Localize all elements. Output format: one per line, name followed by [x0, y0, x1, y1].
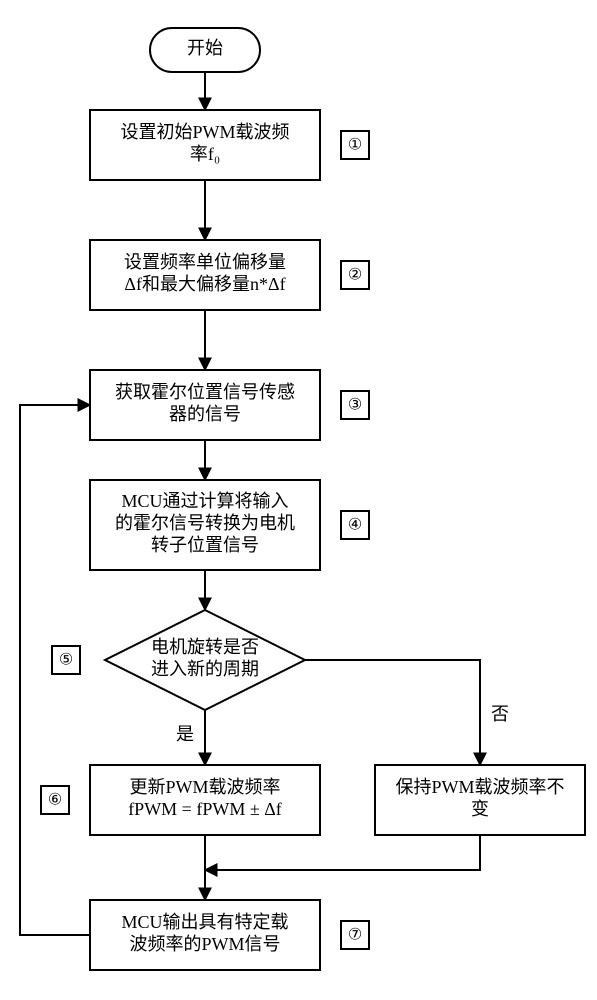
- step-marker-label: ⑦: [348, 927, 362, 944]
- edge-label: 否: [491, 704, 509, 724]
- node-n1: 设置初始PWM载波频率f₀: [90, 110, 320, 180]
- node-text-line: 电机旋转是否: [151, 637, 259, 657]
- node-text-line: fPWM = fPWM ± Δf: [128, 799, 282, 819]
- node-n6: 更新PWM载波频率fPWM = fPWM ± Δf: [90, 765, 320, 835]
- node-n7: MCU输出具有特定载波频率的PWM信号: [90, 900, 320, 970]
- node-text-line: 保持PWM载波频率不: [395, 777, 564, 797]
- node-n3: 获取霍尔位置信号传感器的信号: [90, 370, 320, 440]
- node-text-line: 器的信号: [169, 404, 241, 424]
- node-text-line: 波频率的PWM信号: [129, 934, 280, 954]
- node-text-line: 开始: [187, 38, 223, 58]
- node-text-line: 获取霍尔位置信号传感: [115, 382, 295, 402]
- step-marker-label: ⑥: [48, 792, 62, 809]
- node-text-line: 变: [471, 799, 489, 819]
- node-n2: 设置频率单位偏移量Δf和最大偏移量n*Δf: [90, 240, 320, 310]
- node-n5: 电机旋转是否进入新的周期: [105, 610, 305, 710]
- node-text-line: MCU输出具有特定载: [121, 912, 288, 932]
- node-text-line: 设置初始PWM载波频: [120, 122, 289, 142]
- flow-edge: [305, 660, 480, 765]
- node-text-line: 率f₀: [190, 144, 220, 164]
- node-text-line: MCU通过计算将输入: [121, 491, 288, 511]
- step-marker-label: ②: [348, 267, 362, 284]
- nodes-layer: 开始设置初始PWM载波频率f₀ 设置频率单位偏移量Δf和最大偏移量n*Δf 获取霍尔…: [90, 28, 585, 970]
- edge-label: 是: [176, 724, 194, 744]
- node-n6b: 保持PWM载波频率不变: [375, 765, 585, 835]
- flow-edge: [205, 835, 480, 870]
- node-text-line: 转子位置信号: [151, 535, 259, 555]
- step-marker-label: ④: [348, 517, 362, 534]
- node-start: 开始: [150, 28, 260, 72]
- step-marker-label: ①: [348, 137, 362, 154]
- node-text-line: 更新PWM载波频率: [129, 777, 280, 797]
- node-n4: MCU通过计算将输入的霍尔信号转换为电机转子位置信号: [90, 480, 320, 570]
- node-text-line: 进入新的周期: [151, 659, 259, 679]
- node-text-line: Δf和最大偏移量n*Δf: [124, 274, 285, 294]
- step-marker-label: ③: [348, 397, 362, 414]
- node-text-line: 的霍尔信号转换为电机: [115, 513, 295, 533]
- node-text-line: 设置频率单位偏移量: [124, 252, 286, 272]
- step-marker-label: ⑤: [59, 652, 73, 669]
